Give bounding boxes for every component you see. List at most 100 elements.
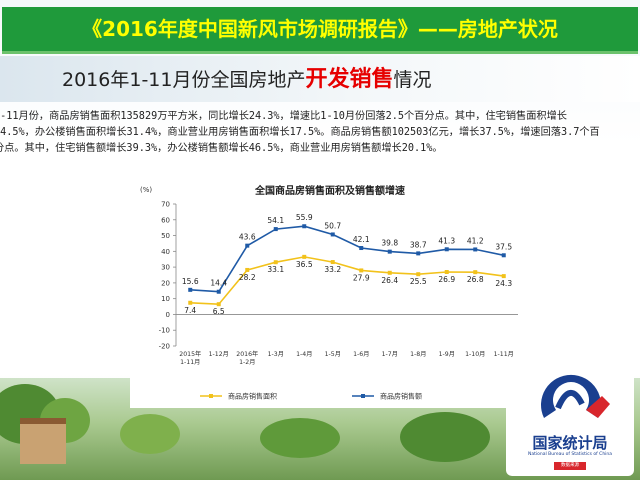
data-label: 6.5: [213, 307, 225, 316]
y-tick-label: -10: [159, 327, 170, 335]
data-point: [359, 268, 364, 273]
x-tick-label: 1-12月: [209, 351, 229, 358]
data-label: 15.6: [182, 277, 199, 286]
x-tick-label: 1-5月: [325, 351, 341, 358]
y-axis-unit: (%): [140, 186, 152, 194]
data-label: 26.8: [467, 275, 484, 284]
data-point: [416, 272, 421, 277]
tree-shape: [120, 414, 180, 454]
data-label: 26.9: [438, 275, 455, 284]
x-tick-label: 1-7月: [382, 351, 398, 358]
y-tick-label: 20: [161, 279, 170, 287]
data-point: [188, 300, 193, 305]
x-tick-label: 1-2月: [239, 359, 255, 366]
data-label: 36.5: [296, 260, 313, 269]
legend-label: 商品房销售额: [380, 392, 422, 401]
paragraph-line: 分点。其中，住宅销售额增长39.3%，办公楼销售额增长46.5%，商业营业用房销…: [0, 143, 443, 154]
nbs-logo: 国家统计局 National Bureau of Statistics of C…: [506, 360, 634, 476]
series-layer: 7.4 6.5 28.2 33.1 36.5 33.2 27.9 26.4 25.5 26.9 26…: [182, 213, 512, 316]
data-point: [302, 254, 307, 259]
data-point: [387, 270, 392, 275]
sales-growth-chart: 全国商品房销售面积及销售额增速 (%) -20 -10 0 10 20 30 40 50 60 7…: [130, 180, 530, 408]
x-tick-label: 1-9月: [439, 351, 455, 358]
data-label: 27.9: [353, 273, 370, 282]
series-line: [190, 256, 504, 306]
data-label: 54.1: [267, 216, 284, 225]
data-label: 41.2: [467, 236, 484, 245]
data-point: [216, 302, 221, 307]
x-tick-label: 2016年: [236, 350, 258, 358]
slide-title-banner: 《2016年度中国新风市场调研报告》——房地产状况: [2, 7, 638, 54]
tree-shape: [260, 418, 340, 458]
nbs-english-name: National Bureau of Statistics of China: [527, 452, 613, 457]
chart-background: [130, 180, 530, 408]
data-label: 42.1: [353, 235, 370, 244]
data-point: [501, 253, 506, 258]
data-label: 33.1: [267, 265, 284, 274]
x-tick-label: 1-11月: [180, 359, 200, 366]
x-tick-label: 1-11月: [494, 351, 514, 358]
data-label: 38.7: [410, 240, 427, 249]
y-tick-label: 0: [166, 311, 170, 319]
paragraph-line: 1-11月份，商品房销售面积135829万平方米，同比增长24.3%，增速比1-…: [0, 111, 567, 122]
house-shape: [20, 418, 66, 464]
slide-subtitle: 2016年1-11月份全国房地产开发销售情况: [62, 64, 622, 96]
data-label: 14.4: [210, 279, 227, 288]
x-tick-label: 1-8月: [410, 351, 426, 358]
y-tick-label: 30: [161, 264, 170, 272]
y-tick-label: 70: [161, 201, 170, 209]
data-label: 55.9: [296, 213, 313, 222]
y-tick-label: 40: [161, 248, 170, 256]
x-tick-label: 1-4月: [296, 351, 312, 358]
nbs-emblem-icon: [541, 374, 610, 418]
data-point: [501, 274, 506, 279]
data-point: [188, 287, 193, 292]
data-label: 28.2: [239, 273, 256, 282]
legend-label: 商品房销售面积: [228, 392, 277, 401]
chart-legend: 商品房销售面积 商品房销售额: [200, 392, 422, 401]
legend-marker: [209, 394, 213, 398]
data-label: 39.8: [381, 239, 398, 248]
data-label: 24.3: [495, 279, 512, 288]
data-label: 25.5: [410, 277, 427, 286]
data-label: 50.7: [324, 221, 341, 230]
data-point: [473, 270, 478, 275]
data-label: 37.5: [495, 242, 512, 251]
y-tick-label: 10: [161, 295, 170, 303]
source-tag: 数据来源: [554, 462, 586, 470]
data-point: [444, 270, 449, 275]
data-point: [416, 251, 421, 256]
data-label: 26.4: [381, 276, 398, 285]
chart-title: 全国商品房销售面积及销售额增速: [254, 184, 405, 197]
subtitle-suffix: 情况: [393, 69, 432, 91]
subtitle-highlight: 开发销售: [305, 67, 394, 92]
x-tick-label: 1-10月: [465, 351, 485, 358]
data-point: [330, 260, 335, 265]
y-tick-label: 60: [161, 216, 170, 224]
legend-marker: [361, 394, 365, 398]
data-point: [444, 247, 449, 252]
data-label: 7.4: [184, 306, 196, 315]
data-point: [245, 243, 250, 248]
data-point: [216, 289, 221, 294]
x-tick-label: 2015年: [179, 350, 201, 358]
data-point: [330, 232, 335, 237]
x-tick-label: 1-6月: [353, 351, 369, 358]
nbs-name: 国家统计局: [532, 434, 608, 452]
summary-paragraph: 1-11月份，商品房销售面积135829万平方米，同比增长24.3%，增速比1-…: [0, 109, 640, 157]
data-point: [359, 246, 364, 251]
data-label: 41.3: [438, 236, 455, 245]
y-tick-label: 50: [161, 232, 170, 240]
data-point: [302, 224, 307, 229]
tree-shape: [400, 412, 490, 462]
data-point: [245, 267, 250, 272]
data-point: [273, 227, 278, 232]
data-label: 33.2: [324, 265, 341, 274]
data-point: [387, 249, 392, 254]
subtitle-band: [0, 56, 640, 102]
subtitle-prefix: 2016年1-11月份全国房地产: [62, 69, 306, 91]
series-line: [190, 225, 504, 293]
y-tick-label: -20: [159, 343, 170, 351]
paragraph-line: 24.5%，办公楼销售面积增长31.4%，商业营业用房销售面积增长17.5%。商…: [0, 127, 600, 138]
